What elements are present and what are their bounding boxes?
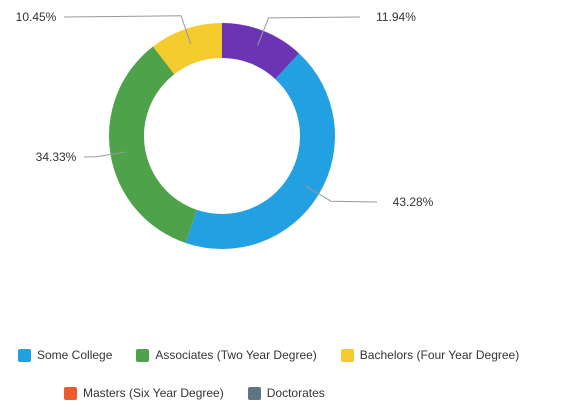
donut-slice[interactable] <box>153 23 222 75</box>
legend-swatch <box>18 348 31 362</box>
legend-swatch <box>136 348 150 362</box>
leader-line <box>304 185 378 203</box>
legend-item-associates[interactable]: Associates (Two Year Degree) <box>136 348 317 362</box>
legend-label: Doctorates <box>266 386 325 400</box>
legend-label: Associates (Two Year Degree) <box>155 348 317 362</box>
leader-line <box>63 15 192 45</box>
legend-label: Bachelors (Four Year Degree) <box>359 348 520 362</box>
slice-label: 34.33% <box>36 150 77 164</box>
legend-item-some-college[interactable]: Some College <box>18 348 112 362</box>
donut-slice[interactable] <box>222 23 300 79</box>
legend-row-1: Some College Associates (Two Year Degree… <box>0 348 543 362</box>
leader-line <box>83 151 127 158</box>
legend-item-bachelors[interactable]: Bachelors (Four Year Degree) <box>340 348 520 362</box>
donut-chart: 43.28% 34.33% 10.45% 11.94% <box>16 10 434 249</box>
legend-row-2: Masters (Six Year Degree) Doctorates <box>64 386 349 400</box>
donut-slice[interactable] <box>108 46 197 243</box>
donut-slice[interactable] <box>185 53 335 249</box>
slice-label: 10.45% <box>16 10 57 24</box>
legend-label: Some College <box>37 348 113 362</box>
legend-item-masters[interactable]: Masters (Six Year Degree) <box>64 386 224 400</box>
legend-item-doctorates[interactable]: Doctorates <box>247 386 325 400</box>
legend-label: Masters (Six Year Degree) <box>83 386 224 400</box>
legend-swatch <box>247 386 261 400</box>
slice-label: 43.28% <box>393 195 434 209</box>
legend-swatch <box>340 348 354 362</box>
legend-swatch <box>64 386 77 400</box>
slice-label: 11.94% <box>376 10 416 24</box>
leader-line <box>257 16 361 46</box>
